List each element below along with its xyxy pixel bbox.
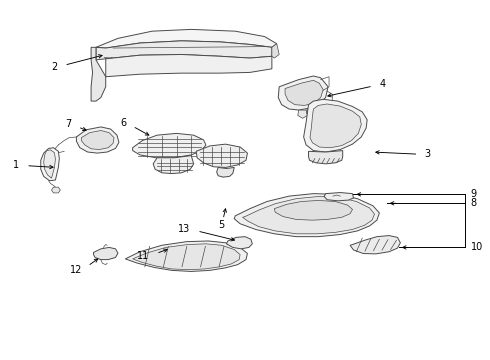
Polygon shape — [309, 150, 343, 164]
Polygon shape — [226, 237, 252, 249]
Polygon shape — [41, 148, 59, 181]
Polygon shape — [96, 41, 272, 60]
Polygon shape — [310, 104, 361, 148]
Text: 1: 1 — [13, 160, 19, 170]
Text: 2: 2 — [51, 62, 57, 72]
Polygon shape — [94, 247, 118, 260]
Polygon shape — [76, 127, 119, 153]
Text: 13: 13 — [178, 224, 190, 234]
Text: 10: 10 — [471, 242, 483, 252]
Polygon shape — [44, 150, 55, 178]
Text: 9: 9 — [471, 189, 477, 199]
Text: 6: 6 — [121, 118, 127, 128]
Text: 4: 4 — [380, 80, 386, 90]
Polygon shape — [96, 30, 277, 48]
Polygon shape — [133, 134, 206, 158]
Text: 3: 3 — [425, 149, 431, 159]
Polygon shape — [196, 144, 247, 167]
Polygon shape — [51, 187, 60, 193]
Polygon shape — [133, 244, 240, 270]
Polygon shape — [217, 167, 234, 177]
Polygon shape — [274, 201, 352, 220]
Polygon shape — [285, 80, 323, 105]
Polygon shape — [81, 131, 114, 149]
Polygon shape — [350, 235, 400, 254]
Polygon shape — [153, 156, 194, 174]
Polygon shape — [324, 193, 353, 201]
Polygon shape — [125, 241, 247, 271]
Text: 5: 5 — [219, 220, 225, 230]
Text: 8: 8 — [471, 198, 477, 208]
Polygon shape — [272, 44, 279, 58]
Polygon shape — [243, 197, 374, 234]
Polygon shape — [306, 108, 316, 116]
Polygon shape — [298, 110, 308, 118]
Polygon shape — [278, 76, 328, 110]
Text: 7: 7 — [65, 120, 72, 129]
Polygon shape — [234, 194, 379, 237]
Polygon shape — [304, 99, 367, 152]
Text: 12: 12 — [70, 265, 82, 275]
Text: 11: 11 — [137, 251, 149, 261]
Polygon shape — [91, 47, 106, 101]
Polygon shape — [106, 54, 272, 77]
